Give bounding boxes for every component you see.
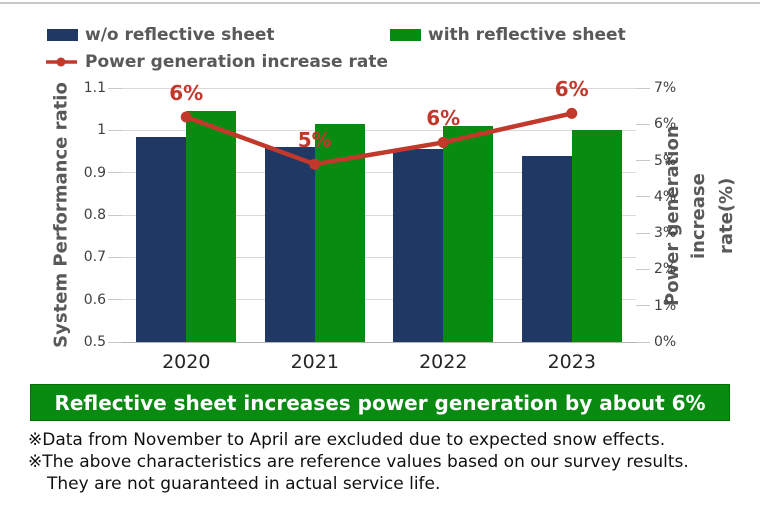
increase-rate-line bbox=[184, 111, 574, 167]
right-axis-tick-label: 1% bbox=[654, 297, 677, 314]
right-axis-tick bbox=[636, 160, 650, 162]
legend-item-increase-rate: Power generation increase rate bbox=[45, 52, 388, 72]
right-axis-tick bbox=[636, 341, 650, 343]
right-axis-tick bbox=[636, 232, 650, 234]
line-point-label: 6% bbox=[169, 81, 204, 106]
left-axis-tick-label: 0.5 bbox=[83, 334, 106, 350]
gridline bbox=[122, 214, 636, 216]
left-axis-tick bbox=[108, 172, 122, 174]
bar-with-sheet bbox=[571, 130, 622, 342]
gridline bbox=[122, 87, 636, 89]
legend-item-with-sheet: with reflective sheet bbox=[390, 25, 626, 45]
right-axis-tick-label: 4% bbox=[654, 188, 677, 205]
right-axis-tick bbox=[636, 123, 650, 125]
right-axis-tick-label: 6% bbox=[654, 116, 677, 133]
right-axis-tick bbox=[636, 268, 650, 270]
category-label: 2023 bbox=[547, 351, 596, 373]
bar-without-sheet bbox=[521, 155, 572, 342]
footnote-line: ※The above characteristics are reference… bbox=[28, 452, 689, 472]
bar-with-sheet bbox=[186, 111, 237, 342]
top-border-line bbox=[0, 2, 760, 4]
legend-label-without-sheet: w/o reflective sheet bbox=[85, 25, 275, 45]
right-axis-tick-label: 0% bbox=[654, 334, 677, 350]
bar-with-sheet bbox=[443, 126, 494, 342]
right-axis-title-line2: rate(%) bbox=[716, 177, 737, 255]
right-axis-tick bbox=[636, 87, 650, 89]
legend-item-without-sheet: w/o reflective sheet bbox=[47, 25, 275, 45]
gridline bbox=[122, 256, 636, 258]
bar-without-sheet bbox=[136, 136, 187, 342]
left-axis-tick bbox=[108, 129, 122, 131]
line-point-label: 5% bbox=[297, 128, 332, 153]
left-axis-tick-label: 1 bbox=[97, 122, 106, 139]
right-axis-tick-label: 5% bbox=[654, 152, 677, 169]
right-axis-tick bbox=[636, 196, 650, 198]
gridline bbox=[122, 172, 636, 174]
bar-without-sheet bbox=[264, 147, 315, 342]
line-point-label: 6% bbox=[554, 77, 589, 102]
footnote-line-continuation: They are not guaranteed in actual servic… bbox=[47, 474, 441, 494]
left-axis-tick bbox=[108, 341, 122, 343]
line-point-label: 6% bbox=[426, 106, 461, 131]
gridline bbox=[122, 341, 636, 343]
left-axis-tick-label: 0.7 bbox=[83, 249, 106, 266]
bar-without-sheet bbox=[393, 149, 444, 342]
banner: Reflective sheet increases power generat… bbox=[30, 384, 730, 421]
right-axis-tick-label: 7% bbox=[654, 80, 677, 96]
category-label: 2020 bbox=[162, 351, 211, 373]
category-label: 2022 bbox=[419, 351, 468, 373]
right-axis-tick-label: 2% bbox=[654, 261, 677, 278]
category-label: 2021 bbox=[290, 351, 339, 373]
legend-swatch-with-sheet bbox=[390, 29, 421, 41]
bar-with-sheet bbox=[314, 123, 365, 342]
legend-swatch-without-sheet bbox=[47, 29, 78, 41]
legend-label-with-sheet: with reflective sheet bbox=[428, 25, 626, 45]
left-axis-tick bbox=[108, 214, 122, 216]
left-axis-tick-label: 0.8 bbox=[83, 207, 106, 223]
right-axis-tick-label: 3% bbox=[654, 225, 677, 242]
left-axis-tick-label: 1.1 bbox=[83, 80, 106, 96]
left-axis-tick bbox=[108, 256, 122, 258]
line-marker bbox=[566, 107, 578, 119]
legend-label-increase-rate: Power generation increase rate bbox=[85, 52, 388, 72]
footnote-line: ※Data from November to April are exclude… bbox=[28, 430, 666, 450]
left-axis-tick bbox=[108, 299, 122, 301]
left-axis-tick-label: 0.6 bbox=[83, 291, 106, 308]
left-axis-tick-label: 0.9 bbox=[83, 164, 106, 181]
left-axis-tick bbox=[108, 87, 122, 89]
right-axis-tick bbox=[636, 305, 650, 307]
footnotes: ※Data from November to April are exclude… bbox=[28, 429, 748, 495]
legend-line-marker-icon bbox=[45, 56, 78, 68]
gridline bbox=[122, 299, 636, 301]
